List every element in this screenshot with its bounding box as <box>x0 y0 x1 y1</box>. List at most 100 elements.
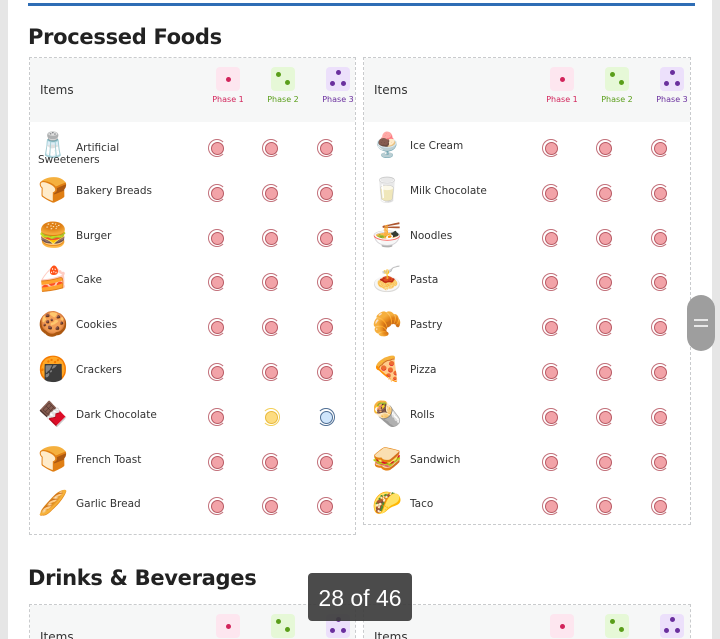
status-red-icon <box>208 497 226 516</box>
food-name: Sandwich <box>410 453 461 466</box>
phase-label: Phase 3 <box>656 95 688 104</box>
food-name: Noodles <box>410 229 453 242</box>
status-red-icon <box>542 228 560 247</box>
status-red-icon <box>651 497 669 516</box>
status-red-icon <box>651 183 669 202</box>
status-red-icon <box>596 228 614 247</box>
status-red-icon <box>542 183 560 202</box>
food-name: Pasta <box>410 274 439 287</box>
phase-label: Phase 1 <box>546 95 578 104</box>
phase-header-3: Phase 3 <box>313 67 363 104</box>
phase-header-1: Phase 1 <box>537 614 587 639</box>
status-red-icon <box>317 452 335 471</box>
table-header: Items Phase 1 Phase 2 Phase 3 <box>364 58 690 122</box>
table-body: 🧂 Artificial Sweeteners 🍞 Bakery Breads 🍔 Bur… <box>30 122 355 525</box>
noodles-icon: 🍜 <box>372 220 402 249</box>
food-name: Cake <box>76 274 102 287</box>
phase-label: Phase 3 <box>322 95 354 104</box>
garlic-bread-icon: 🥖 <box>38 489 68 518</box>
milk-chocolate-icon: 🥛 <box>372 175 402 204</box>
food-name: Garlic Bread <box>76 498 141 511</box>
items-column-header: Items <box>40 630 74 639</box>
food-name: Bakery Breads <box>76 184 152 197</box>
status-red-icon <box>542 362 560 381</box>
status-red-icon <box>651 139 669 157</box>
pasta-icon: 🍝 <box>372 265 402 294</box>
page: Processed Foods Items Phase 1 Phase 2 Phas… <box>8 0 712 639</box>
table-row: 🍘 Crackers <box>30 346 355 391</box>
status-red-icon <box>262 497 280 516</box>
table-row: 🥪 Sandwich <box>364 436 690 481</box>
table-row: 🍝 Pasta <box>364 256 690 301</box>
table-row: 🍔 Burger <box>30 212 355 257</box>
scroll-handle[interactable] <box>687 295 715 351</box>
status-red-icon <box>317 228 335 247</box>
phase-header-1: Phase 1 <box>203 614 253 639</box>
toast-icon: 🍞 <box>38 444 68 473</box>
table-body: 🍨 Ice Cream 🥛 Milk Chocolate 🍜 Noodles 🍝 Pasta 🥐… <box>364 122 690 525</box>
phase-header-2: Phase 2 <box>258 614 308 639</box>
phase-dice-icon <box>271 67 295 91</box>
table-header: Items Phase 1 Phase 2 Phase 3 <box>30 58 355 122</box>
food-name: Cookies <box>76 319 118 332</box>
status-red-icon <box>262 273 280 292</box>
food-name: Artificial Sweeteners <box>38 142 120 166</box>
status-red-icon <box>596 318 614 337</box>
table-row: 🥖 Garlic Bread <box>30 480 355 525</box>
status-red-icon <box>208 318 226 337</box>
status-red-icon <box>317 318 335 337</box>
phase-dice-icon <box>605 67 629 91</box>
status-red-icon <box>542 452 560 471</box>
status-red-icon <box>651 407 669 426</box>
table-row: 🍕 Pizza <box>364 346 690 391</box>
phase-dice-icon <box>326 67 350 91</box>
section-title-drinks-beverages: Drinks & Beverages <box>28 566 257 590</box>
status-red-icon <box>208 228 226 247</box>
chocolate-icon: 🍫 <box>38 399 68 428</box>
burger-icon: 🍔 <box>38 220 68 249</box>
status-red-icon <box>651 228 669 247</box>
phase-dice-icon <box>216 614 240 638</box>
table-row: 🍜 Noodles <box>364 212 690 257</box>
status-red-icon <box>651 318 669 337</box>
items-column-header: Items <box>40 83 74 97</box>
table-row: 🍪 Cookies <box>30 301 355 346</box>
status-red-icon <box>651 362 669 381</box>
status-red-icon <box>262 362 280 381</box>
status-red-icon <box>542 139 560 157</box>
phase-label: Phase 1 <box>212 95 244 104</box>
phase-header-2: Phase 2 <box>258 67 308 104</box>
grip-line-icon <box>694 325 708 327</box>
pastry-icon: 🥐 <box>372 310 402 339</box>
status-red-icon <box>208 183 226 202</box>
status-red-icon <box>208 273 226 292</box>
phase-header-1: Phase 1 <box>537 67 587 104</box>
phase-dice-icon <box>605 614 629 638</box>
phase-header-2: Phase 2 <box>592 67 642 104</box>
items-column-header: Items <box>374 83 408 97</box>
phase-dice-icon <box>550 67 574 91</box>
grip-line-icon <box>694 319 708 321</box>
items-column-header: Items <box>374 630 408 639</box>
table-row: 🥛 Milk Chocolate <box>364 167 690 212</box>
food-name: Pastry <box>410 319 443 332</box>
status-red-icon <box>262 452 280 471</box>
status-red-icon <box>208 452 226 471</box>
accent-bar <box>28 3 695 6</box>
food-name: French Toast <box>76 453 142 466</box>
phase-header-3: Phase 3 <box>647 67 697 104</box>
phase-dice-icon <box>216 67 240 91</box>
status-red-icon <box>208 139 226 157</box>
phase-dice-icon <box>271 614 295 638</box>
status-red-icon <box>596 139 614 157</box>
cookie-icon: 🍪 <box>38 310 68 339</box>
phase-header-2: Phase 2 <box>592 614 642 639</box>
status-red-icon <box>317 497 335 516</box>
bread-icon: 🍞 <box>38 175 68 204</box>
phase-header-1: Phase 1 <box>203 67 253 104</box>
food-name: Dark Chocolate <box>76 408 157 421</box>
status-red-icon <box>542 273 560 292</box>
